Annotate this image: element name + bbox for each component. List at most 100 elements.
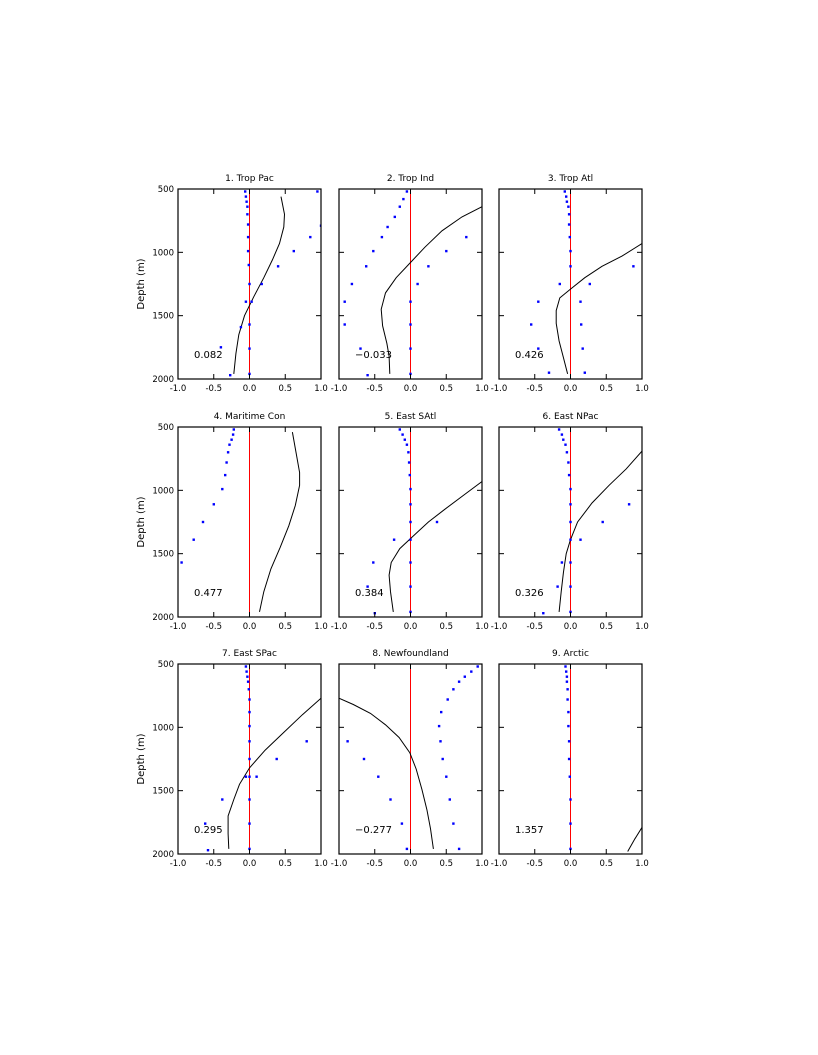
data-point xyxy=(206,849,210,852)
data-point xyxy=(409,538,412,541)
x-tick-label: 0.0 xyxy=(404,622,418,632)
data-point xyxy=(409,585,412,588)
data-point xyxy=(558,282,561,286)
profile-line xyxy=(233,196,286,374)
panel-value-label: 0.426 xyxy=(515,350,544,361)
data-point xyxy=(537,300,540,303)
x-tick-label: 0.0 xyxy=(404,384,418,394)
data-point xyxy=(221,798,224,801)
y-tick-label: 500 xyxy=(158,423,174,433)
data-point xyxy=(248,347,251,350)
panel-title: 5. East SAtl xyxy=(385,412,437,422)
data-point xyxy=(248,698,251,701)
data-point xyxy=(246,235,250,239)
data-point xyxy=(246,249,250,253)
data-point xyxy=(400,822,404,825)
y-tick-label: 1500 xyxy=(152,550,174,560)
x-tick-label: 0.5 xyxy=(599,859,613,869)
x-tick-label: 0.0 xyxy=(243,384,257,394)
data-point xyxy=(380,235,384,239)
data-point xyxy=(537,347,540,350)
data-point xyxy=(409,561,412,564)
data-point xyxy=(409,520,412,524)
data-point xyxy=(557,428,561,431)
data-point xyxy=(579,538,582,541)
panel-value-label: 0.326 xyxy=(515,588,544,599)
y-axis-label: Depth (m) xyxy=(136,258,147,309)
y-tick-label: 2000 xyxy=(152,850,174,860)
x-tick-label: -0.5 xyxy=(366,859,383,869)
data-point xyxy=(409,610,412,614)
data-point xyxy=(248,757,251,761)
data-point xyxy=(372,249,375,253)
data-point xyxy=(569,538,572,541)
data-point xyxy=(305,740,308,743)
y-axis-label: Depth (m) xyxy=(136,496,147,547)
data-point xyxy=(556,585,559,588)
data-point xyxy=(569,503,572,506)
x-tick-label: 1.0 xyxy=(635,859,649,869)
data-point xyxy=(409,300,412,303)
data-point xyxy=(470,670,473,673)
data-point xyxy=(565,200,569,203)
data-point xyxy=(247,688,250,691)
data-point xyxy=(452,822,455,825)
x-tick-label: 0.0 xyxy=(243,622,257,632)
data-point xyxy=(248,323,251,326)
y-tick-label: 1000 xyxy=(152,723,174,733)
data-point xyxy=(560,433,564,436)
panel-value-label: −0.277 xyxy=(355,825,392,836)
data-point xyxy=(244,195,248,198)
data-point xyxy=(569,822,572,825)
data-point xyxy=(350,282,354,286)
panel-value-label: −0.033 xyxy=(355,350,392,361)
panel-3: -1.0 -0.5 0.0 0.5 1.0 3. Trop Atl 0.426 xyxy=(491,174,649,394)
data-point xyxy=(569,798,572,801)
data-point xyxy=(377,775,380,778)
data-point xyxy=(405,847,409,851)
x-tick-label: -0.5 xyxy=(205,384,222,394)
data-point xyxy=(407,451,410,454)
data-point xyxy=(441,757,444,761)
data-point xyxy=(405,190,409,193)
data-point xyxy=(416,282,419,286)
data-point xyxy=(435,520,439,524)
data-point xyxy=(246,680,250,683)
data-point xyxy=(566,698,569,701)
data-point xyxy=(409,487,412,491)
x-tick-label: -1.0 xyxy=(491,384,508,394)
data-point xyxy=(632,265,635,268)
data-point xyxy=(409,347,412,350)
x-tick-label: 0.5 xyxy=(599,622,613,632)
x-tick-label: -0.5 xyxy=(366,622,383,632)
data-point xyxy=(565,195,568,198)
data-point xyxy=(569,487,572,491)
data-point xyxy=(588,282,591,286)
y-tick-label: 500 xyxy=(158,660,174,670)
y-tick-label: 500 xyxy=(158,185,174,195)
data-point xyxy=(231,433,235,436)
data-point xyxy=(204,822,207,825)
data-point xyxy=(569,561,572,564)
x-tick-label: 0.5 xyxy=(439,859,453,869)
data-point xyxy=(244,190,247,193)
x-tick-label: 1.0 xyxy=(314,384,328,394)
x-tick-label: 0.0 xyxy=(564,859,578,869)
data-point xyxy=(372,561,375,564)
data-point xyxy=(398,428,401,431)
data-point xyxy=(248,775,251,778)
data-point xyxy=(547,371,551,374)
data-point xyxy=(366,374,369,377)
data-point xyxy=(403,438,406,441)
panel-title: 1. Trop Pac xyxy=(225,174,274,184)
x-tick-label: 0.0 xyxy=(564,384,578,394)
panel-value-label: 0.384 xyxy=(355,588,384,599)
data-point xyxy=(219,346,223,349)
data-point xyxy=(393,215,396,219)
data-point xyxy=(445,249,448,253)
profile-line xyxy=(380,206,482,374)
panel-6: -1.0 -0.5 0.0 0.5 1.0 6. East NPac 0.326 xyxy=(491,412,649,632)
data-point xyxy=(560,561,564,564)
x-tick-label: -1.0 xyxy=(331,384,348,394)
data-point xyxy=(362,757,366,761)
